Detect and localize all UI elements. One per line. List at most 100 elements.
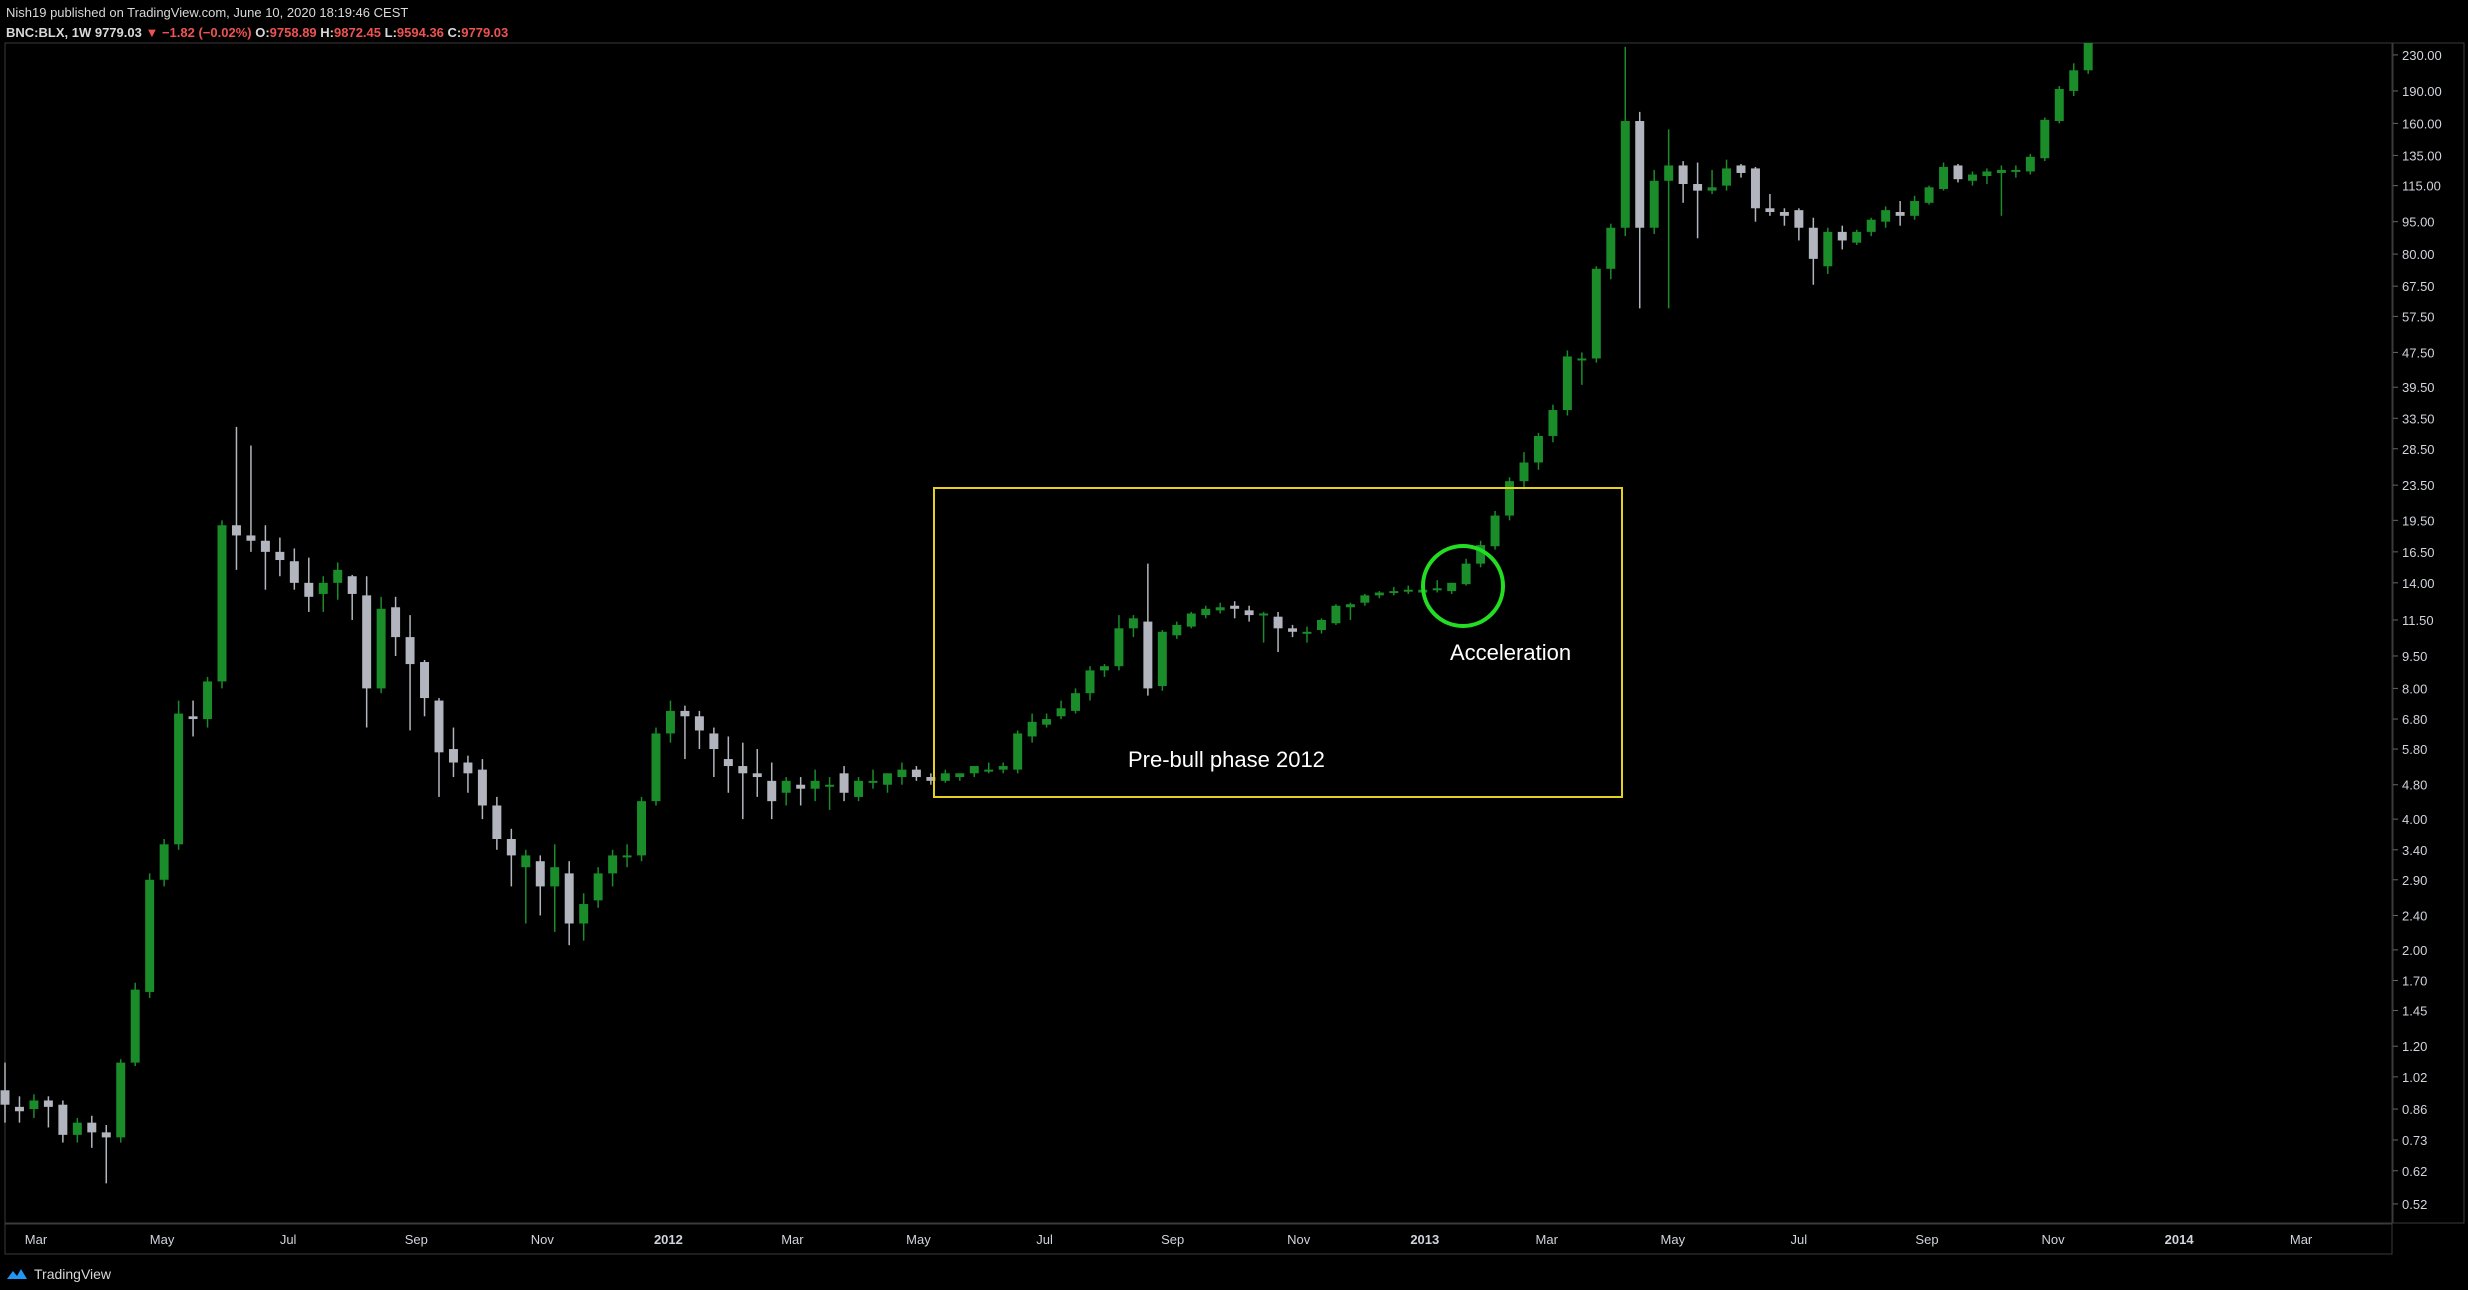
candle-down[interactable] [391,607,401,638]
candle-up[interactable] [2025,156,2035,172]
candle-up[interactable] [1186,613,1196,627]
candle-up[interactable] [376,608,386,689]
candle-down[interactable] [477,769,487,806]
candle-up[interactable] [1577,358,1587,361]
candle-up[interactable] [1664,165,1674,181]
candle-up[interactable] [1013,733,1023,770]
candle-down[interactable] [839,773,849,793]
candle-down[interactable] [289,561,299,583]
candle-down[interactable] [1808,227,1818,259]
candle-down[interactable] [0,1090,10,1105]
candle-up[interactable] [1403,589,1413,592]
candle-up[interactable] [130,989,140,1063]
candle-down[interactable] [463,762,473,774]
candle-down[interactable] [752,773,762,778]
candle-up[interactable] [1085,670,1095,694]
candle-up[interactable] [2011,169,2021,172]
candle-up[interactable] [940,773,950,781]
candle-up[interactable] [1924,187,1934,203]
candle-down[interactable] [231,525,241,536]
candle-up[interactable] [2054,88,2064,122]
candle-up[interactable] [608,855,618,874]
candle-up[interactable] [781,780,791,793]
candle-down[interactable] [926,777,936,781]
candle-up[interactable] [2040,119,2050,159]
candle-up[interactable] [969,766,979,774]
candle-up[interactable] [665,710,675,734]
candle-down[interactable] [738,766,748,774]
candle-up[interactable] [1056,708,1066,717]
candle-up[interactable] [1939,166,1949,189]
candle-down[interactable] [246,535,256,541]
candle-up[interactable] [116,1062,126,1138]
candle-down[interactable] [275,551,285,561]
candle-down[interactable] [14,1106,24,1112]
candle-down[interactable] [347,576,357,594]
candle-down[interactable] [420,662,430,699]
candle-up[interactable] [159,844,169,880]
candle-down[interactable] [1837,231,1847,241]
candle-down[interactable] [680,710,690,717]
candle-down[interactable] [101,1132,111,1138]
candle-down[interactable] [1143,621,1153,689]
candle-up[interactable] [333,569,343,583]
candle-up[interactable] [897,769,907,778]
candle-down[interactable] [1244,610,1254,616]
candle-up[interactable] [1259,613,1269,616]
candle-up[interactable] [1099,666,1109,671]
candle-up[interactable] [1114,628,1124,667]
candle-up[interactable] [1533,435,1543,463]
candle-down[interactable] [43,1100,53,1107]
plot-area[interactable] [4,42,2393,1224]
candle-down[interactable] [188,716,198,720]
candle-up[interactable] [1316,619,1326,631]
candle-down[interactable] [709,733,719,750]
candle-up[interactable] [1823,231,1833,267]
candle-down[interactable] [260,540,270,552]
candle-up[interactable] [1649,180,1659,228]
candle-up[interactable] [955,773,965,778]
candle-down[interactable] [1794,210,1804,228]
candle-down[interactable] [506,838,516,856]
candle-up[interactable] [217,525,227,682]
candle-up[interactable] [203,681,213,720]
candle-up[interactable] [1620,121,1630,228]
candle-up[interactable] [1331,605,1341,624]
candle-up[interactable] [1996,169,2006,173]
candle-up[interactable] [174,713,184,845]
price-axis[interactable] [2392,42,2465,1224]
candle-down[interactable] [796,784,806,789]
candle-up[interactable] [72,1122,82,1135]
candle-down[interactable] [58,1104,68,1135]
candle-down[interactable] [1953,165,1963,180]
candle-up[interactable] [1910,201,1920,216]
candle-up[interactable] [1505,481,1515,516]
candle-up[interactable] [1432,588,1442,591]
candle-down[interactable] [911,769,921,778]
candle-up[interactable] [1707,187,1717,191]
pre-bull-box[interactable] [933,487,1623,798]
candle-down[interactable] [1273,616,1283,629]
candle-up[interactable] [1490,515,1500,547]
candle-up[interactable] [882,773,892,785]
candle-up[interactable] [1591,268,1601,359]
candle-down[interactable] [362,595,372,689]
candle-up[interactable] [1360,595,1370,603]
candle-down[interactable] [492,805,502,839]
candle-up[interactable] [1042,719,1052,725]
candle-down[interactable] [535,861,545,887]
candle-up[interactable] [1345,604,1355,608]
candle-up[interactable] [1071,693,1081,711]
candle-up[interactable] [593,873,603,901]
candle-up[interactable] [1881,210,1891,222]
candle-down[interactable] [1895,212,1905,216]
candle-up[interactable] [1852,231,1862,243]
candle-up[interactable] [1548,410,1558,436]
candle-down[interactable] [767,780,777,802]
candle-up[interactable] [825,784,835,787]
candle-up[interactable] [1374,592,1384,596]
candle-up[interactable] [1027,721,1037,737]
candle-down[interactable] [1736,165,1746,173]
candle-up[interactable] [1172,624,1182,636]
